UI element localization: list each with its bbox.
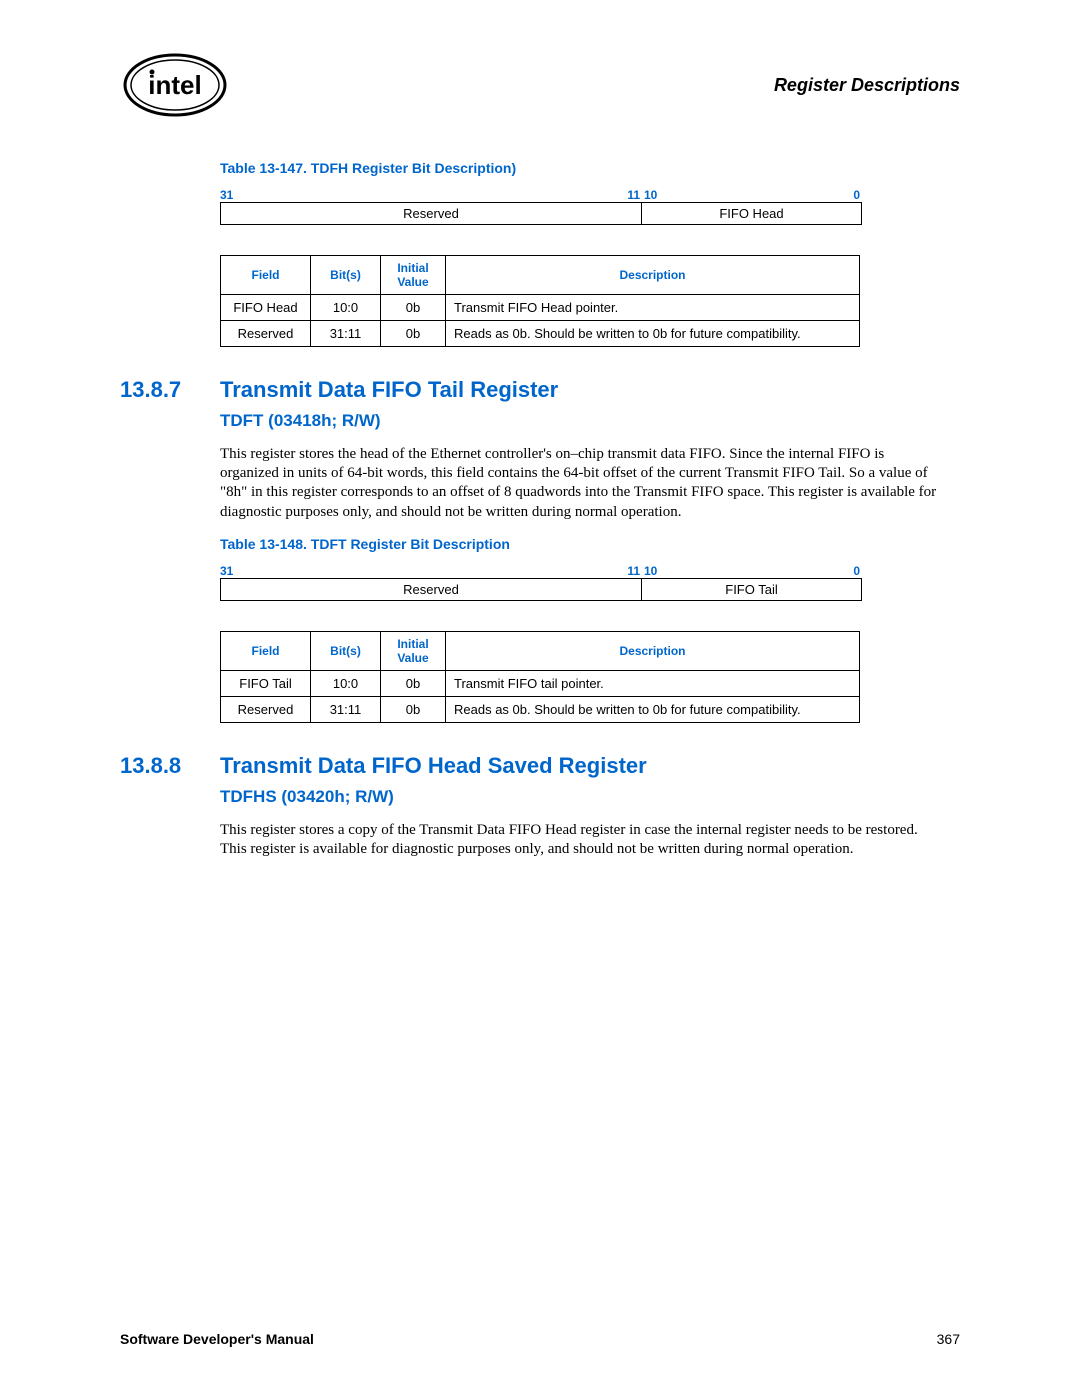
table-row: FIFO Tail 10:0 0b Transmit FIFO tail poi… — [221, 670, 860, 696]
table-header: Initial Value — [381, 631, 446, 670]
bit-label: 0 — [668, 564, 860, 578]
page-number: 367 — [937, 1331, 960, 1347]
intel-logo: intel — [120, 50, 230, 120]
page-header-title: Register Descriptions — [774, 75, 960, 96]
bit-label: 0 — [668, 188, 860, 202]
section-paragraph: This register stores a copy of the Trans… — [220, 821, 940, 859]
table-header: Description — [446, 256, 860, 295]
bit-label: 31 — [220, 188, 616, 202]
bit-field-reserved: Reserved — [221, 203, 642, 224]
table-header: Field — [221, 256, 311, 295]
bit-label: 11 — [616, 188, 644, 202]
table-header: Bit(s) — [311, 631, 381, 670]
footer-manual-title: Software Developer's Manual — [120, 1331, 314, 1347]
bit-label: 10 — [644, 564, 668, 578]
bit-label: 31 — [220, 564, 616, 578]
bit-field-reserved: Reserved — [221, 579, 642, 600]
section-title: Transmit Data FIFO Head Saved Register — [220, 753, 647, 779]
section-paragraph: This register stores the head of the Eth… — [220, 445, 940, 522]
section-number: 13.8.7 — [120, 377, 220, 403]
bit-field-fifo-tail: FIFO Tail — [642, 579, 861, 600]
table-row: FIFO Head 10:0 0b Transmit FIFO Head poi… — [221, 295, 860, 321]
register-subheading: TDFHS (03420h; R/W) — [220, 787, 960, 807]
section-title: Transmit Data FIFO Tail Register — [220, 377, 558, 403]
table-148-bitlayout: 31 11 10 0 Reserved FIFO Tail — [220, 564, 860, 601]
bit-field-fifo-head: FIFO Head — [642, 203, 861, 224]
table-header: Description — [446, 631, 860, 670]
table-148-fields: Field Bit(s) Initial Value Description F… — [220, 631, 860, 723]
table-row: Reserved 31:11 0b Reads as 0b. Should be… — [221, 321, 860, 347]
table-148-caption: Table 13-148. TDFT Register Bit Descript… — [220, 536, 960, 552]
bit-label: 11 — [616, 564, 644, 578]
table-147-fields: Field Bit(s) Initial Value Description F… — [220, 255, 860, 347]
register-subheading: TDFT (03418h; R/W) — [220, 411, 960, 431]
table-147-bitlayout: 31 11 10 0 Reserved FIFO Head — [220, 188, 860, 225]
section-number: 13.8.8 — [120, 753, 220, 779]
table-header: Initial Value — [381, 256, 446, 295]
table-header: Bit(s) — [311, 256, 381, 295]
table-147-caption: Table 13-147. TDFH Register Bit Descript… — [220, 160, 960, 176]
table-row: Reserved 31:11 0b Reads as 0b. Should be… — [221, 696, 860, 722]
svg-text:intel: intel — [148, 70, 201, 100]
bit-label: 10 — [644, 188, 668, 202]
table-header: Field — [221, 631, 311, 670]
